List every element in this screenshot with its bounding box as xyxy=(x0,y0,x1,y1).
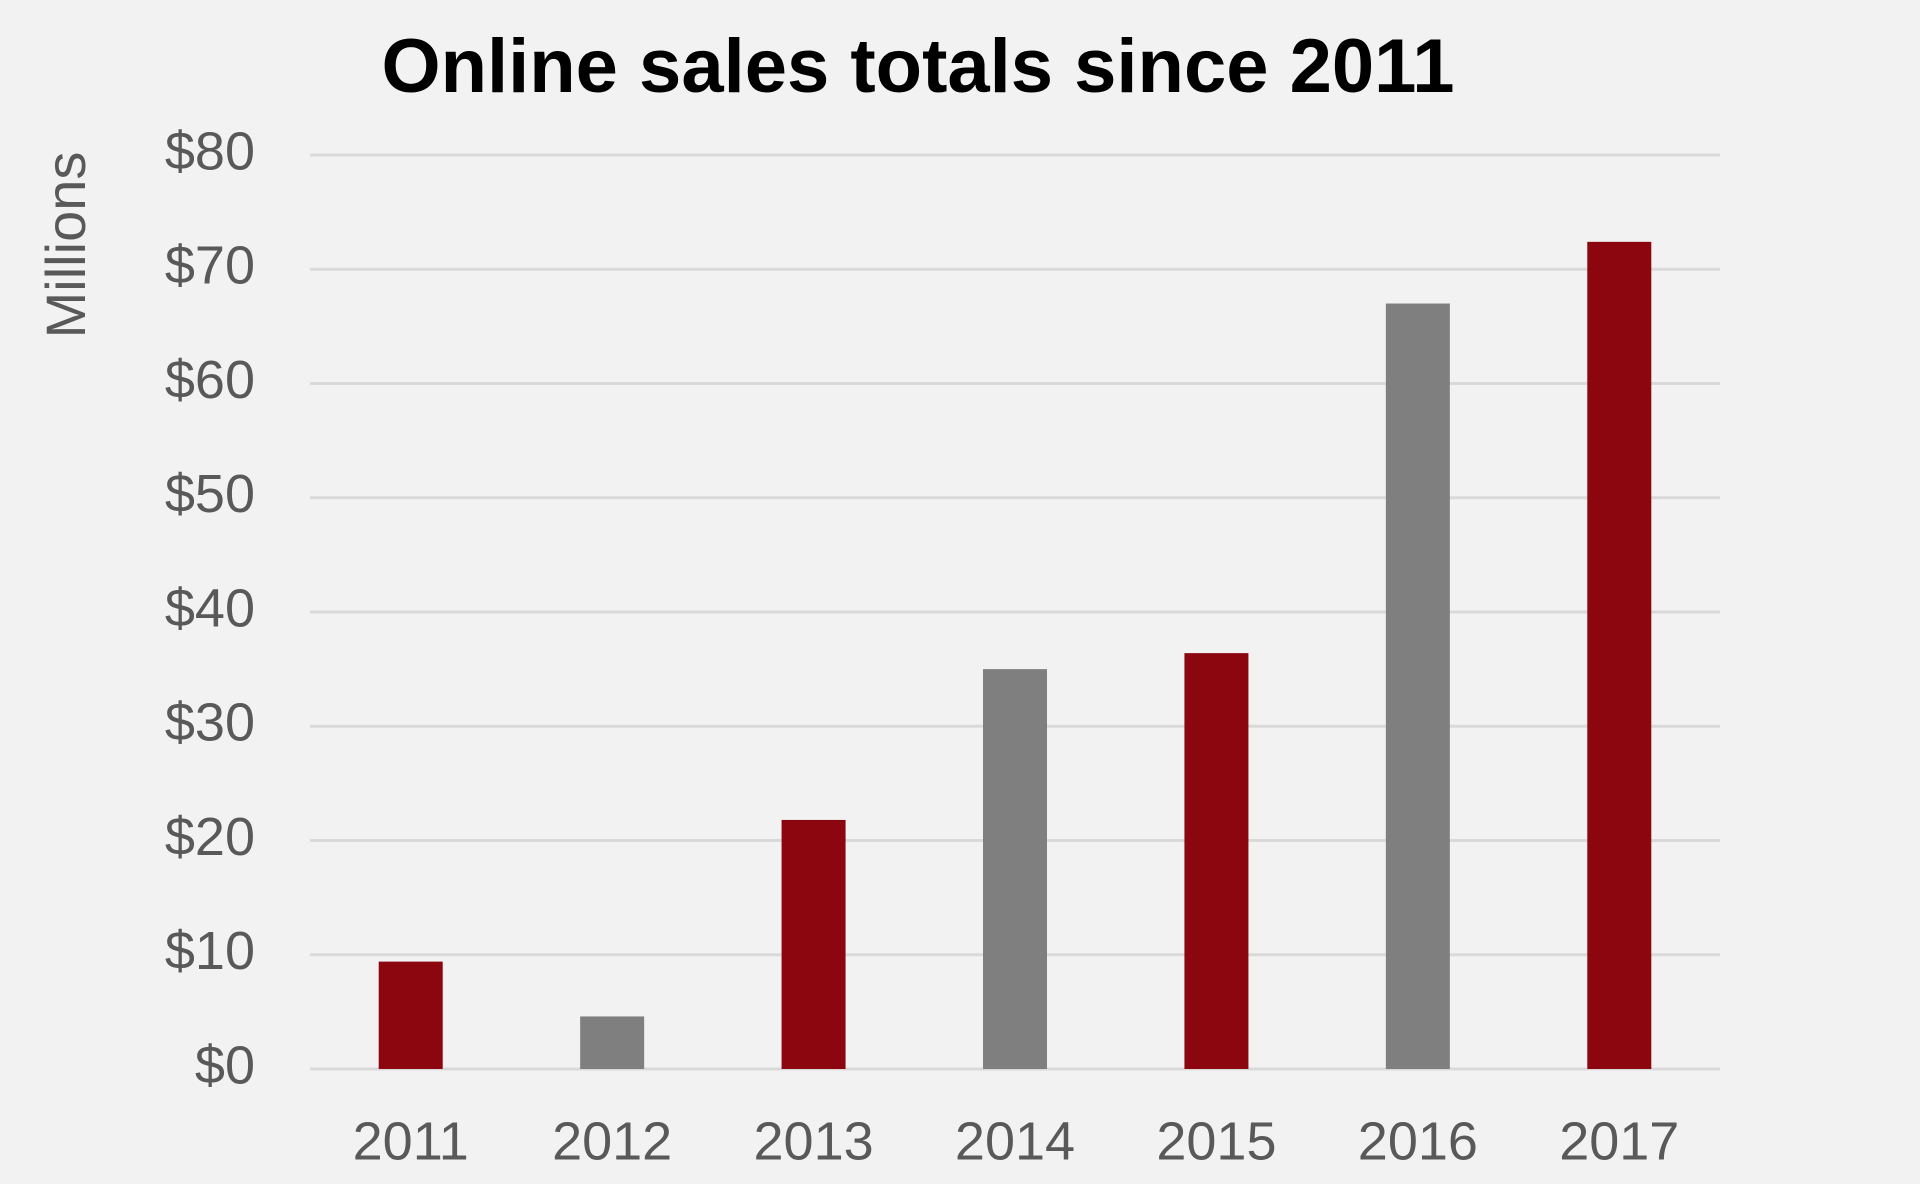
y-tick-label: $10 xyxy=(165,921,255,981)
y-tick-label: $70 xyxy=(165,236,255,296)
y-tick-label: $20 xyxy=(165,807,255,867)
x-tick-label: 2015 xyxy=(1156,1111,1276,1171)
y-tick-label: $30 xyxy=(165,693,255,753)
y-tick-label: $50 xyxy=(165,464,255,524)
y-axis-label: Millions xyxy=(34,152,97,339)
x-tick-label: 2011 xyxy=(353,1111,469,1171)
bar xyxy=(1385,303,1450,1069)
x-tick-label: 2013 xyxy=(754,1111,874,1171)
bar xyxy=(1184,653,1249,1069)
x-tick-label: 2017 xyxy=(1559,1111,1679,1171)
x-tick-label: 2014 xyxy=(955,1111,1075,1171)
x-tick-label: 2012 xyxy=(552,1111,672,1171)
y-tick-label: $80 xyxy=(165,121,255,181)
bar xyxy=(580,1016,645,1069)
bar xyxy=(1587,241,1652,1069)
y-tick-label: $40 xyxy=(165,578,255,638)
y-tick-label: $0 xyxy=(195,1035,255,1095)
bar xyxy=(378,961,443,1069)
x-tick-label: 2016 xyxy=(1358,1111,1478,1171)
chart-title: Online sales totals since 2011 xyxy=(381,24,1454,109)
y-tick-label: $60 xyxy=(165,350,255,410)
bar xyxy=(983,669,1047,1069)
bar xyxy=(781,819,846,1069)
